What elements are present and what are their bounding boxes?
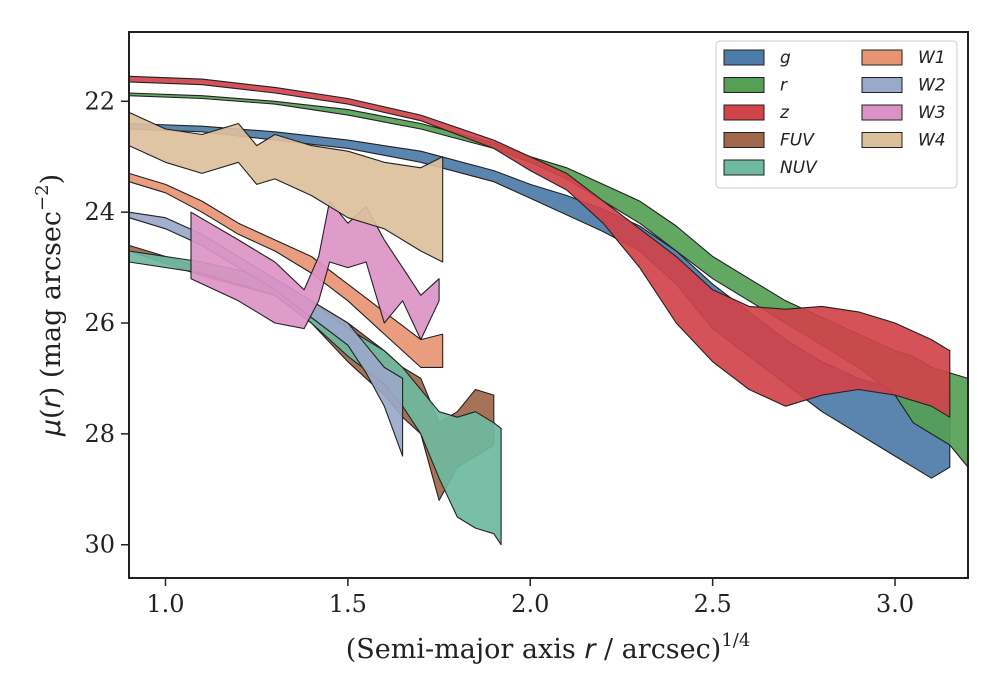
legend-swatch-nuv: [723, 159, 765, 176]
legend-label-g: g: [780, 48, 791, 68]
legend-label-fuv: FUV: [780, 131, 815, 151]
band-w3: [190, 200, 440, 341]
legend-swatch-g: [723, 49, 765, 66]
legend-swatch-r: [723, 77, 765, 93]
legend-swatch-w3: [861, 104, 903, 121]
legend-label-r: r: [780, 76, 788, 96]
legend: grz FUV NUV W1 W2 W3 W4: [715, 40, 958, 189]
legend-swatch-fuv: [723, 132, 765, 148]
band-z: [128, 75, 951, 418]
plot-frame: [128, 31, 969, 579]
legend-swatch-w2: [861, 77, 903, 93]
y-tick-label: 28: [84, 420, 115, 448]
x-tick-label: 2.0: [511, 590, 549, 618]
legend-label-w4: W4: [918, 131, 946, 151]
y-tick-label: 22: [84, 87, 115, 115]
series-bands: [128, 75, 969, 546]
legend-label-w2: W2: [918, 76, 946, 96]
band-w1: [128, 172, 444, 368]
y-tick-label: 26: [84, 309, 115, 337]
legend-label-nuv: NUV: [780, 158, 818, 178]
x-tick-label: 1.0: [146, 590, 184, 618]
legend-swatch-w4: [861, 132, 903, 148]
x-tick-label: 3.0: [876, 590, 914, 618]
band-w4: [128, 111, 444, 263]
legend-swatch-w1: [861, 49, 903, 66]
band-g: [128, 122, 951, 479]
y-tick-label: 24: [84, 198, 115, 226]
legend-swatch-z: [723, 104, 765, 121]
x-tick-label: 2.5: [694, 590, 732, 618]
legend-label-w3: W3: [918, 103, 946, 123]
y-tick-label: 30: [84, 531, 115, 559]
x-tick-label: 1.5: [329, 590, 367, 618]
x-axis-label: (Semi-major axis r / arcsec)1/4: [346, 630, 751, 665]
legend-label-z: z: [779, 103, 790, 123]
legend-label-w1: W1: [918, 48, 946, 68]
axis-ticks: 1.0 1.5 2.0 2.5 3.0 22 24 26 28 30: [84, 87, 914, 618]
y-axis-label: μ(r) (mag arcsec−2): [32, 174, 67, 437]
